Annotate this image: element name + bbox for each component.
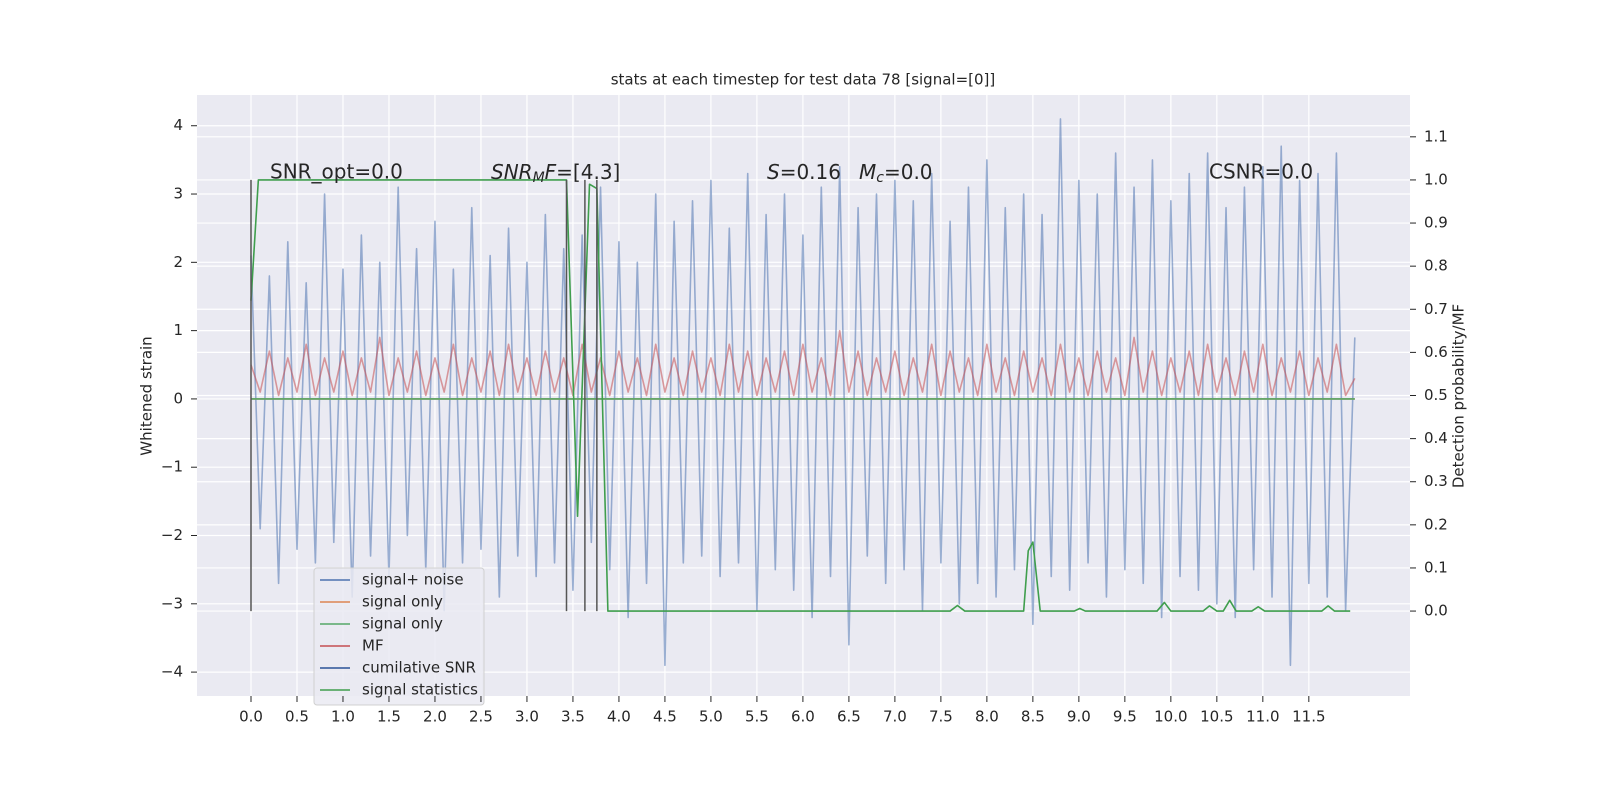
legend-box [313, 567, 485, 706]
x-tick-label: 2.5 [469, 708, 493, 726]
y2-axis-label: Detection probability/MF [1450, 304, 1468, 488]
x-tick-label: 4.0 [607, 708, 631, 726]
y2-tick-label: 0.5 [1424, 386, 1448, 404]
x-tick-label: 5.5 [745, 708, 769, 726]
x-tick-label: 8.0 [975, 708, 999, 726]
y2-tick-label: 0.1 [1424, 558, 1448, 576]
legend-label: signal+ noise [362, 571, 464, 589]
x-tick-label: 1.0 [331, 708, 355, 726]
legend-label: signal only [362, 593, 443, 611]
annotation: SNR_opt=0.0 [270, 160, 403, 184]
x-tick-label: 6.5 [837, 708, 861, 726]
y-tick-label: 4 [173, 116, 183, 134]
annotation-part: M [533, 170, 545, 186]
annotation-part: S [767, 160, 780, 184]
x-tick-label: 6.0 [791, 708, 815, 726]
annotation-part: F [545, 160, 557, 184]
series-line [250, 118, 1356, 667]
y2-tick-label: 0.4 [1424, 429, 1448, 447]
y-tick-label: 1 [173, 321, 183, 339]
x-tick-label: 4.5 [653, 708, 677, 726]
x-tick-label: 11.5 [1292, 708, 1325, 726]
y2-tick-label: 0.8 [1424, 257, 1448, 275]
y2-tick-label: 0.3 [1424, 472, 1448, 490]
annotation-part: =0.0 [884, 160, 933, 184]
y2-tick-label: 0.7 [1424, 300, 1448, 318]
x-tick-label: 8.5 [1021, 708, 1045, 726]
x-tick-label: 1.5 [377, 708, 401, 726]
legend: signal+ noise signal only signal only MF cum… [313, 567, 485, 706]
y-axis-label: Whitened strain [138, 336, 156, 455]
x-tick-label: 5.0 [699, 708, 723, 726]
y2-tick-label: 0.9 [1424, 214, 1448, 232]
annotation: SNRMF=[4.3] [491, 160, 620, 187]
annotation-part: SNR [491, 160, 533, 184]
x-tick-label: 9.5 [1113, 708, 1137, 726]
y-tick-label: 2 [173, 253, 183, 271]
y2-tick-label: 0.6 [1424, 343, 1448, 361]
x-tick-label: 10.5 [1200, 708, 1233, 726]
legend-label: cumilative SNR [362, 659, 476, 677]
y-tick-label: −3 [161, 594, 183, 612]
y-tick-label: 0 [173, 389, 183, 407]
marks [250, 118, 1356, 667]
annotation-part: =0.16 [780, 160, 841, 184]
annotation: CSNR=0.0 [1209, 160, 1313, 184]
x-tick-label: 0.0 [239, 708, 263, 726]
y-tick-label: −1 [161, 458, 183, 476]
y-tick-label: 3 [173, 185, 183, 203]
annotation-part: c [876, 170, 884, 186]
series-line [250, 329, 1356, 397]
x-tick-label: 9.0 [1067, 708, 1091, 726]
x-tick-label: 11.0 [1246, 708, 1279, 726]
legend-label: signal statistics [362, 681, 478, 699]
x-tick-label: 3.5 [561, 708, 585, 726]
y-tick-label: −2 [161, 526, 183, 544]
series-line [250, 179, 1351, 612]
chart-title: stats at each timestep for test data 78 … [611, 71, 996, 89]
annotation-part: M [859, 160, 876, 184]
y-tick-label: −4 [161, 663, 183, 681]
x-tick-label: 0.5 [285, 708, 309, 726]
x-tick-label: 10.0 [1154, 708, 1187, 726]
y2-tick-label: 1.1 [1424, 127, 1448, 145]
annotation-part: =[4.3] [556, 160, 620, 184]
x-tick-label: 3.0 [515, 708, 539, 726]
x-tick-label: 7.5 [929, 708, 953, 726]
annotation: S=0.16 Mc=0.0 [767, 160, 933, 187]
y2-tick-label: 1.0 [1424, 170, 1448, 188]
legend-label: MF [362, 637, 384, 655]
legend-label: signal only [362, 615, 443, 633]
y2-tick-label: 0.0 [1424, 602, 1448, 620]
x-tick-label: 2.0 [423, 708, 447, 726]
x-tick-label: 7.0 [883, 708, 907, 726]
y2-tick-label: 0.2 [1424, 515, 1448, 533]
